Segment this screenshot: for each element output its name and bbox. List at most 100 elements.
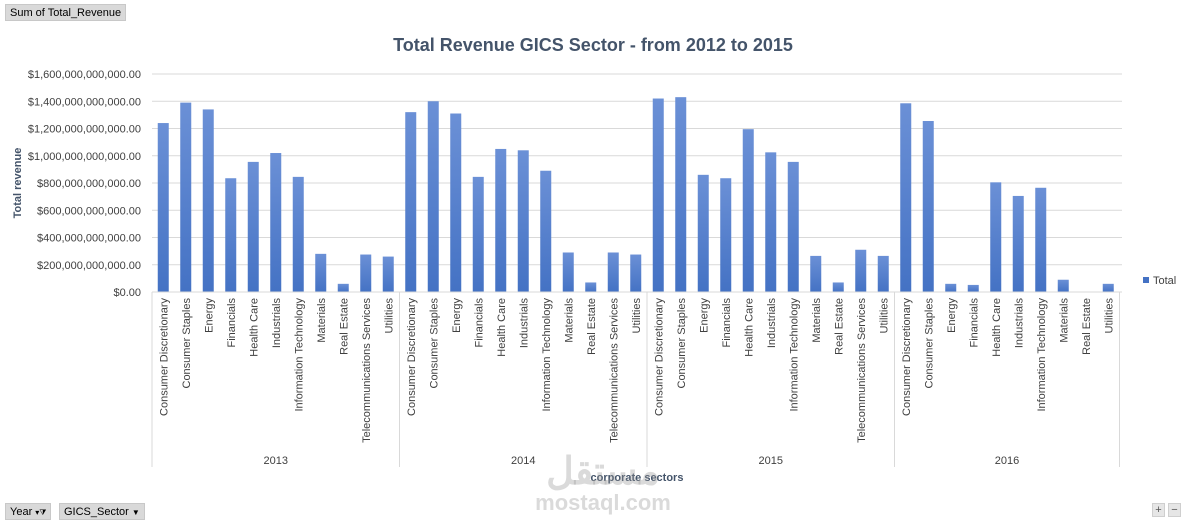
x-tick-label: Industrials xyxy=(766,298,778,349)
bar xyxy=(180,102,192,292)
x-tick-label: Health Care xyxy=(496,298,508,357)
x-tick-label: Information Technology xyxy=(293,298,305,412)
bar xyxy=(832,282,844,292)
y-tick-label: $0.00 xyxy=(113,287,141,299)
watermark: مستقل mostaql.com xyxy=(528,452,678,514)
x-tick-label: Health Care xyxy=(248,298,260,357)
x-tick-label: Energy xyxy=(203,298,215,333)
bar xyxy=(292,176,304,292)
x-tick-label: Telecommunications Services xyxy=(361,298,373,443)
y-tick-label: $1,400,000,000,000.00 xyxy=(28,96,141,108)
sector-filter-label: GICS_Sector xyxy=(64,506,129,518)
x-tick-label: Materials xyxy=(563,298,575,343)
x-tick-label: Real Estate xyxy=(338,298,350,355)
bar xyxy=(922,121,934,292)
bar xyxy=(495,148,507,292)
y-tick-label: $1,600,000,000,000.00 xyxy=(28,69,141,81)
x-tick-label: Materials xyxy=(316,298,328,343)
x-tick-label: Consumer Discretionary xyxy=(158,298,170,416)
bar xyxy=(652,98,664,293)
x-group-label: 2014 xyxy=(511,455,535,467)
x-group-label: 2015 xyxy=(759,455,783,467)
bar xyxy=(945,283,957,292)
bar xyxy=(630,254,642,292)
x-tick-label: Energy xyxy=(451,298,463,333)
bar xyxy=(720,178,732,292)
y-tick-label: $600,000,000,000.00 xyxy=(37,205,141,217)
bar xyxy=(1035,187,1047,292)
bar xyxy=(247,161,259,292)
x-tick-label: Consumer Discretionary xyxy=(653,298,665,416)
x-tick-label: Utilities xyxy=(631,298,643,334)
x-tick-label: Health Care xyxy=(991,298,1003,357)
x-tick-label: Financials xyxy=(473,298,485,348)
bar xyxy=(540,170,552,292)
x-group-label: 2013 xyxy=(264,455,288,467)
x-tick-label: Industrials xyxy=(1013,298,1025,349)
watermark-latin: mostaql.com xyxy=(535,490,671,515)
bar xyxy=(967,284,979,292)
minus-icon: − xyxy=(1171,504,1178,516)
bar xyxy=(360,254,372,292)
x-tick-label: Health Care xyxy=(743,298,755,357)
x-tick-label: Industrials xyxy=(518,298,530,349)
x-tick-label: Industrials xyxy=(271,298,283,349)
bar xyxy=(742,129,754,292)
bar xyxy=(877,255,889,292)
filter-icon: ▾⧩ xyxy=(35,508,47,517)
x-tick-label: Financials xyxy=(226,298,238,348)
bar xyxy=(337,283,349,292)
x-tick-label: Consumer Discretionary xyxy=(406,298,418,416)
x-tick-label: Energy xyxy=(698,298,710,333)
bar xyxy=(1057,279,1069,292)
y-tick-label: $400,000,000,000.00 xyxy=(37,233,141,245)
x-tick-label: Telecommunications Services xyxy=(856,298,868,443)
x-tick-label: Materials xyxy=(811,298,823,343)
legend-label: Total xyxy=(1153,275,1176,287)
y-tick-label: $800,000,000,000.00 xyxy=(37,178,141,190)
x-tick-label: Information Technology xyxy=(788,298,800,412)
x-group-label: 2016 xyxy=(995,455,1019,467)
bar xyxy=(585,282,597,292)
x-tick-label: Financials xyxy=(721,298,733,348)
bar xyxy=(562,252,574,292)
bar xyxy=(787,161,799,292)
bar xyxy=(270,153,282,292)
bar xyxy=(900,103,912,292)
bar xyxy=(202,109,214,292)
year-filter-button[interactable]: Year ▾⧩ xyxy=(5,503,52,520)
zoom-out-button[interactable]: − xyxy=(1168,503,1181,517)
bar xyxy=(855,249,867,292)
sector-filter-button[interactable]: GICS_Sector ▼ xyxy=(59,503,145,520)
legend-swatch xyxy=(1143,277,1149,283)
x-tick-label: Utilities xyxy=(383,298,395,334)
x-tick-label: Financials xyxy=(968,298,980,348)
x-tick-label: Consumer Discretionary xyxy=(901,298,913,416)
x-tick-label: Utilities xyxy=(1103,298,1115,334)
x-tick-label: Real Estate xyxy=(1081,298,1093,355)
pivot-field-button[interactable]: Sum of Total_Revenue xyxy=(5,4,127,21)
bar xyxy=(517,150,529,292)
zoom-in-button[interactable]: + xyxy=(1152,503,1165,517)
bar xyxy=(765,152,777,292)
bar xyxy=(675,97,687,292)
x-tick-label: Energy xyxy=(946,298,958,333)
x-tick-label: Consumer Staples xyxy=(181,298,193,389)
x-tick-label: Consumer Staples xyxy=(428,298,440,389)
pivot-field-label: Sum of Total_Revenue xyxy=(10,7,122,19)
x-tick-label: Information Technology xyxy=(1036,298,1048,412)
x-tick-label: Consumer Staples xyxy=(923,298,935,389)
chevron-down-icon: ▼ xyxy=(131,508,140,517)
plus-icon: + xyxy=(1155,504,1162,516)
x-tick-label: Materials xyxy=(1058,298,1070,343)
bar xyxy=(990,182,1002,292)
y-axis-label: Total revenue xyxy=(12,148,24,219)
x-tick-label: Real Estate xyxy=(586,298,598,355)
bar xyxy=(1012,195,1024,292)
bar xyxy=(450,113,462,292)
bar xyxy=(607,252,619,292)
x-tick-label: Real Estate xyxy=(833,298,845,355)
y-tick-label: $200,000,000,000.00 xyxy=(37,260,141,272)
x-tick-label: Information Technology xyxy=(541,298,553,412)
